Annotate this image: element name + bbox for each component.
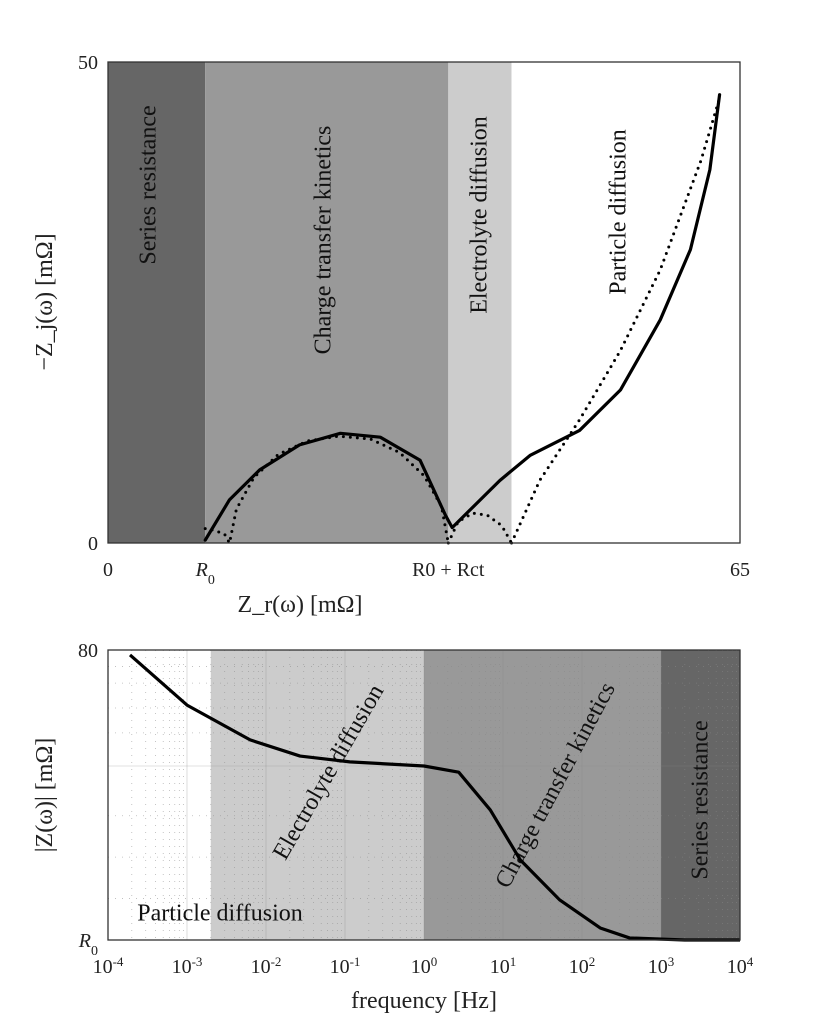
region-band [205,62,449,543]
region-label: Particle diffusion [606,129,632,295]
x-axis-label: Z_r(ω) [mΩ] [238,592,363,618]
region-band [210,650,424,940]
nyquist-plot: Series resistance Charge transfer kinetic… [32,52,750,618]
model-curve-dotted [510,93,723,545]
x-tick-label: 10-3 [172,954,203,979]
region-label: Particle diffusion [137,901,303,927]
x-tick-label: 103 [648,954,675,979]
x-tick-label: 10-1 [330,954,361,979]
region-band [108,650,211,940]
x-tick-label: R0 [195,559,215,588]
y-tick-label: R0 [78,930,98,959]
y-axis-label: −Z_j(ω) [mΩ] [32,233,58,370]
region-label: Electrolyte diffusion [467,116,493,314]
region-band [448,62,512,543]
region-band [511,62,740,543]
region-label: Series resistance [688,720,714,879]
model-curve-dotted [446,511,514,545]
x-tick-label: 100 [411,954,438,979]
y-tick-label: 0 [88,533,98,555]
x-tick-label: 10-4 [93,954,124,979]
x-tick-label: 101 [490,954,517,979]
x-tick-label: 10-2 [251,954,282,979]
x-tick-label: 65 [730,559,750,581]
region-label: Charge transfer kinetics [311,126,337,355]
region-band [661,650,740,940]
y-axis-label: |Z(ω)| [mΩ] [32,738,58,853]
region-band [108,62,206,543]
plot-frame [107,61,741,544]
region-label: Series resistance [136,105,162,264]
x-axis-label: frequency [Hz] [351,988,497,1014]
x-tick-label: 102 [569,954,596,979]
region-band [424,650,661,940]
x-tick-label: 104 [727,954,754,979]
model-curve-dotted [203,434,450,545]
y-tick-label: 80 [78,640,98,662]
impedance-magnitude-curve [128,653,740,942]
y-tick-label: 50 [78,52,98,74]
plot-frame [107,649,741,941]
x-tick-label: R0 + Rct [412,559,485,581]
x-tick-label: 0 [103,559,113,581]
